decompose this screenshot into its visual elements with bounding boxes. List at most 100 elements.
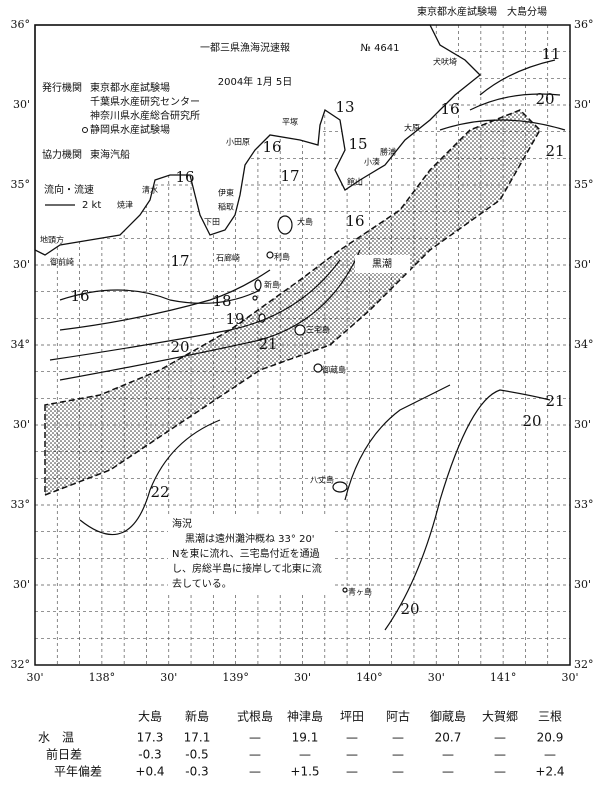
table-cell: — <box>392 748 404 762</box>
lon-label: 141° <box>490 671 517 684</box>
table-cell: 20.9 <box>537 731 564 745</box>
place-name: 石廊崎 <box>216 253 240 263</box>
isotherm-label: 16 <box>440 100 459 118</box>
table-cell: 17.1 <box>184 731 211 745</box>
table-cell: 17.3 <box>137 731 164 745</box>
table-cell: +2.4 <box>535 765 564 779</box>
table-cell: — <box>249 765 261 779</box>
lon-label: 140° <box>356 671 383 684</box>
lat-label: 32° <box>11 658 31 671</box>
lat-label: 30' <box>13 258 30 271</box>
table-cell: -0.5 <box>185 748 208 762</box>
island <box>342 587 348 593</box>
table-header: 大賀郷 <box>482 710 518 724</box>
legend-speed: 2 kt <box>82 200 101 211</box>
note-line: し、房総半島に接岸して北東に流 <box>172 562 322 575</box>
lat-label: 30' <box>13 418 30 431</box>
island <box>252 295 258 301</box>
isotherm <box>439 119 566 131</box>
lat-label: 30' <box>574 258 591 271</box>
legend-label: 流向・流速 <box>44 183 94 196</box>
lon-label: 30' <box>294 671 311 684</box>
lon-label: 30' <box>561 671 578 684</box>
isotherm <box>469 93 561 111</box>
island <box>332 481 348 493</box>
isotherm-label: 20 <box>535 90 554 108</box>
lat-label: 32° <box>574 658 594 671</box>
note-box <box>168 515 333 595</box>
table-cell: — <box>392 765 404 779</box>
isotherm-label: 21 <box>258 335 277 353</box>
isotherm <box>79 419 221 536</box>
place-name: 下田 <box>204 218 220 227</box>
lat-label: 34° <box>574 338 594 351</box>
isotherm-label: 20 <box>170 338 189 356</box>
table-cell: — <box>346 765 358 779</box>
table-cell: +1.5 <box>290 765 319 779</box>
table-cell: — <box>494 731 506 745</box>
table-header: 三根 <box>538 710 562 724</box>
current-label-box <box>355 255 410 273</box>
place-name: 小田原 <box>226 138 250 147</box>
table-cell: — <box>392 731 404 745</box>
isotherm <box>59 289 261 304</box>
table-header: 御蔵島 <box>430 709 466 724</box>
place-name: 清水 <box>142 185 158 195</box>
place-name: 大原 <box>404 123 420 133</box>
table-cell: — <box>442 748 454 762</box>
place-name: 伊東 <box>218 188 234 198</box>
place-name: 大島 <box>297 217 313 227</box>
lon-label: 30' <box>428 671 445 684</box>
lat-label: 36° <box>574 18 594 31</box>
place-name: 平塚 <box>282 118 298 127</box>
cooperation-label: 協力機関 <box>42 148 82 161</box>
place-name: 利島 <box>274 252 290 262</box>
table-header: 神津島 <box>287 709 323 724</box>
isotherm-label: 18 <box>212 292 231 310</box>
isotherm-label: 16 <box>70 287 89 305</box>
lat-label: 30' <box>574 418 591 431</box>
place-name: 御前崎 <box>50 257 74 267</box>
lon-label: 30' <box>160 671 177 684</box>
isotherm-label: 17 <box>280 167 299 185</box>
place-name: 八丈島 <box>310 475 334 485</box>
isotherm-label: 15 <box>348 135 367 153</box>
lat-label: 33° <box>574 498 594 511</box>
publisher-label: 発行機関 <box>42 81 82 94</box>
info-box <box>40 82 190 164</box>
table-cell: 19.1 <box>292 731 319 745</box>
islands <box>252 215 348 593</box>
place-name: 焼津 <box>117 200 133 210</box>
station-symbol <box>82 127 88 133</box>
isotherm-label: 21 <box>545 392 564 410</box>
table-cell: — <box>346 748 358 762</box>
row-label: 前日差 <box>46 747 82 762</box>
isotherm-label: 22 <box>150 483 169 501</box>
publisher: 静岡県水産試験場 <box>90 123 170 136</box>
table-cell: +0.4 <box>135 765 164 779</box>
isotherm <box>59 269 271 331</box>
isotherm-label: 13 <box>335 98 354 116</box>
lat-label: 35° <box>11 178 31 191</box>
island <box>266 251 274 259</box>
lat-label: 33° <box>11 498 31 511</box>
isotherm <box>479 59 556 96</box>
table-cell: 20.7 <box>435 731 462 745</box>
isotherm <box>344 384 451 501</box>
place-name: 勝浦 <box>380 147 396 157</box>
lon-label: 138° <box>89 671 116 684</box>
table-header: 式根島 <box>237 709 273 724</box>
table-cell: — <box>494 748 506 762</box>
row-label: 平年偏差 <box>54 764 102 779</box>
publisher: 神奈川県水産総合研究所 <box>90 109 200 122</box>
table-cell: — <box>346 731 358 745</box>
island <box>254 279 262 291</box>
island <box>313 363 323 373</box>
note-line: 去している。 <box>172 578 232 590</box>
table-cell: — <box>299 748 311 762</box>
isotherm-label: 16 <box>345 212 364 230</box>
table-cell: -0.3 <box>138 748 161 762</box>
table-header: 坪田 <box>340 710 364 724</box>
isotherm-label: 21 <box>545 142 564 160</box>
